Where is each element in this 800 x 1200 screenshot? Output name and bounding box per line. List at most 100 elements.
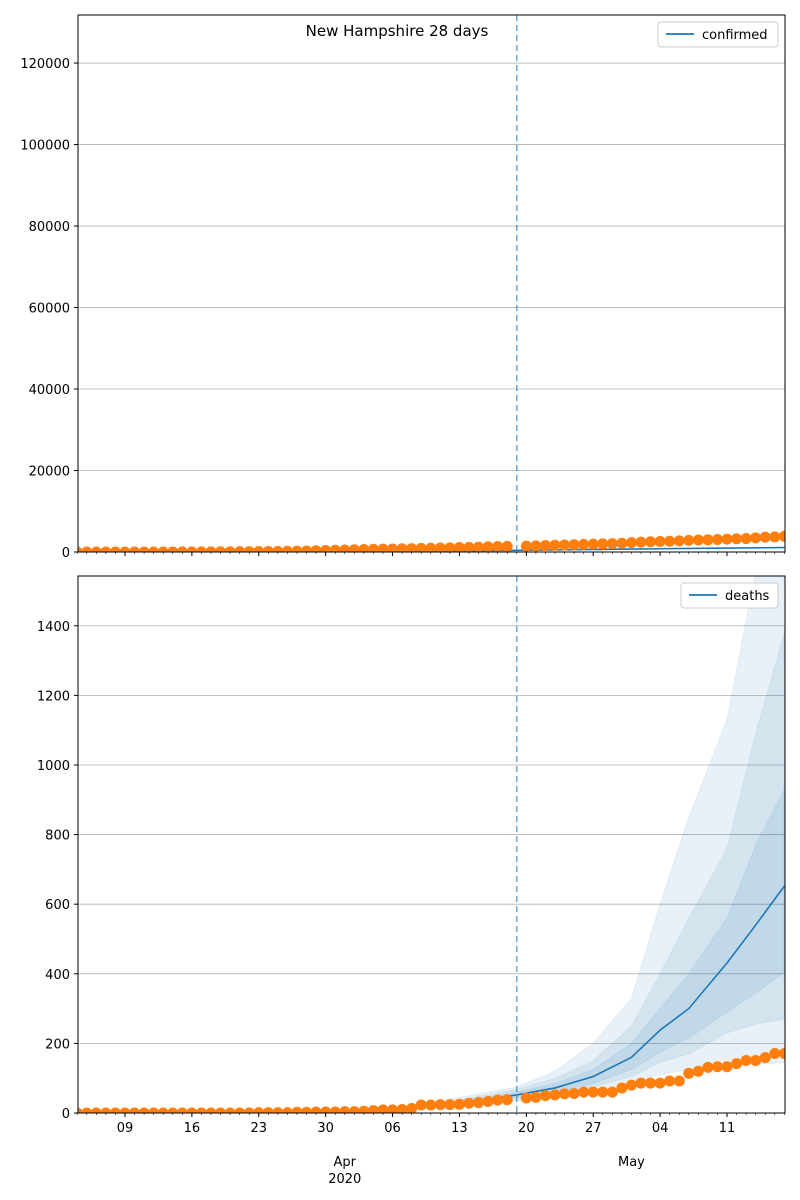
observed-point — [702, 1061, 714, 1073]
observed-point — [769, 1047, 781, 1059]
x-tick-label: 13 — [451, 1121, 468, 1136]
x-tick-label: 23 — [250, 1121, 267, 1136]
observed-point — [396, 543, 408, 552]
observed-point — [215, 1107, 227, 1113]
observed-point — [406, 543, 418, 552]
observed-point — [444, 1099, 456, 1111]
observed-point — [109, 546, 121, 552]
observed-point — [243, 546, 255, 552]
observed-point — [616, 1082, 628, 1094]
axes-frame — [77, 575, 786, 1114]
observed-point — [587, 538, 599, 550]
observed-point — [683, 1067, 695, 1079]
observed-point — [664, 535, 676, 547]
observed-point — [339, 544, 351, 552]
observed-point — [721, 533, 733, 545]
y-tick-label: 800 — [45, 829, 70, 844]
observed-point — [205, 546, 217, 552]
deaths-axes: 0 200 400 600 800 1000 1200 1400 — [37, 575, 786, 1122]
x-tick-label: 16 — [184, 1121, 201, 1136]
observed-point — [750, 1054, 762, 1066]
observed-point — [616, 537, 628, 549]
observed-point — [148, 546, 160, 552]
observed-point — [262, 545, 274, 552]
observed-point — [473, 1097, 485, 1109]
observed-point — [473, 541, 485, 552]
observed-point — [568, 539, 580, 551]
observed-point — [444, 542, 456, 552]
observed-point — [645, 536, 657, 548]
y-tick-label: 100000 — [20, 139, 70, 154]
observed-point — [167, 1107, 179, 1113]
observed-point — [759, 531, 771, 543]
observed-point — [281, 545, 293, 552]
x-tick-label: 20 — [518, 1121, 535, 1136]
observed-point — [367, 543, 379, 552]
observed-point — [224, 1107, 236, 1113]
observed-point — [358, 543, 370, 552]
observed-point — [711, 533, 723, 545]
legend-label: confirmed — [702, 28, 768, 43]
y-tick-label: 0 — [62, 1107, 70, 1122]
chart-title: New Hampshire 28 days — [306, 22, 489, 40]
observed-point — [463, 1097, 475, 1109]
observed-point — [377, 543, 389, 552]
observed-point — [778, 530, 785, 542]
observed-point — [597, 1086, 609, 1098]
observed-point — [387, 543, 399, 552]
observed-point — [215, 546, 227, 552]
observed-point — [415, 1099, 427, 1111]
observed-point — [434, 542, 446, 552]
observed-point — [740, 533, 752, 545]
observed-point — [301, 545, 313, 552]
observed-point — [320, 1106, 332, 1113]
observed-point — [310, 545, 322, 552]
observed-point — [329, 1106, 341, 1113]
observed-point — [654, 1077, 666, 1089]
observed-point — [539, 540, 551, 552]
y-tick-label: 20000 — [29, 465, 70, 480]
x-month-label: May — [618, 1155, 645, 1170]
observed-point — [711, 1061, 723, 1073]
observed-point — [702, 534, 714, 546]
legend-deaths: deaths — [680, 582, 779, 609]
observed-point — [453, 1098, 465, 1110]
plot-area — [78, 576, 785, 1113]
observed-point — [415, 542, 427, 552]
y-tick-label: 40000 — [29, 383, 70, 398]
observed-point — [549, 539, 561, 551]
observed-point — [348, 544, 360, 552]
observed-point — [530, 1091, 542, 1103]
observed-point — [205, 1107, 217, 1113]
observed-point — [683, 534, 695, 546]
observed-point — [129, 1107, 141, 1113]
y-tick-label: 60000 — [29, 302, 70, 317]
y-tick-label: 1400 — [37, 620, 70, 635]
observed-point — [176, 546, 188, 552]
observed-point — [673, 535, 685, 547]
observed-point — [253, 1107, 265, 1113]
observed-point — [129, 546, 141, 552]
observed-point — [138, 1107, 150, 1113]
observed-point — [138, 546, 150, 552]
observed-point — [501, 1094, 513, 1106]
observed-point — [310, 1106, 322, 1113]
observed-point — [453, 542, 465, 552]
observed-point — [482, 541, 494, 552]
observed-point — [320, 545, 332, 552]
observed-point — [520, 1092, 532, 1104]
observed-point — [740, 1054, 752, 1066]
observed-point — [587, 1086, 599, 1098]
x-tick-label: 04 — [652, 1121, 669, 1136]
observed-point — [606, 538, 618, 550]
observed-point — [186, 546, 198, 552]
observed-point — [492, 1094, 504, 1106]
y-tick-label: 1200 — [37, 689, 70, 704]
observed-point — [501, 540, 513, 552]
x-axis-labels: 09 16 23 30 06 13 20 27 04 11 Apr May 2020 — [117, 1121, 736, 1187]
observed-point — [721, 1061, 733, 1073]
observed-point — [492, 541, 504, 552]
observed-point — [157, 1107, 169, 1113]
observed-point — [234, 546, 246, 552]
observed-point — [482, 1096, 494, 1108]
